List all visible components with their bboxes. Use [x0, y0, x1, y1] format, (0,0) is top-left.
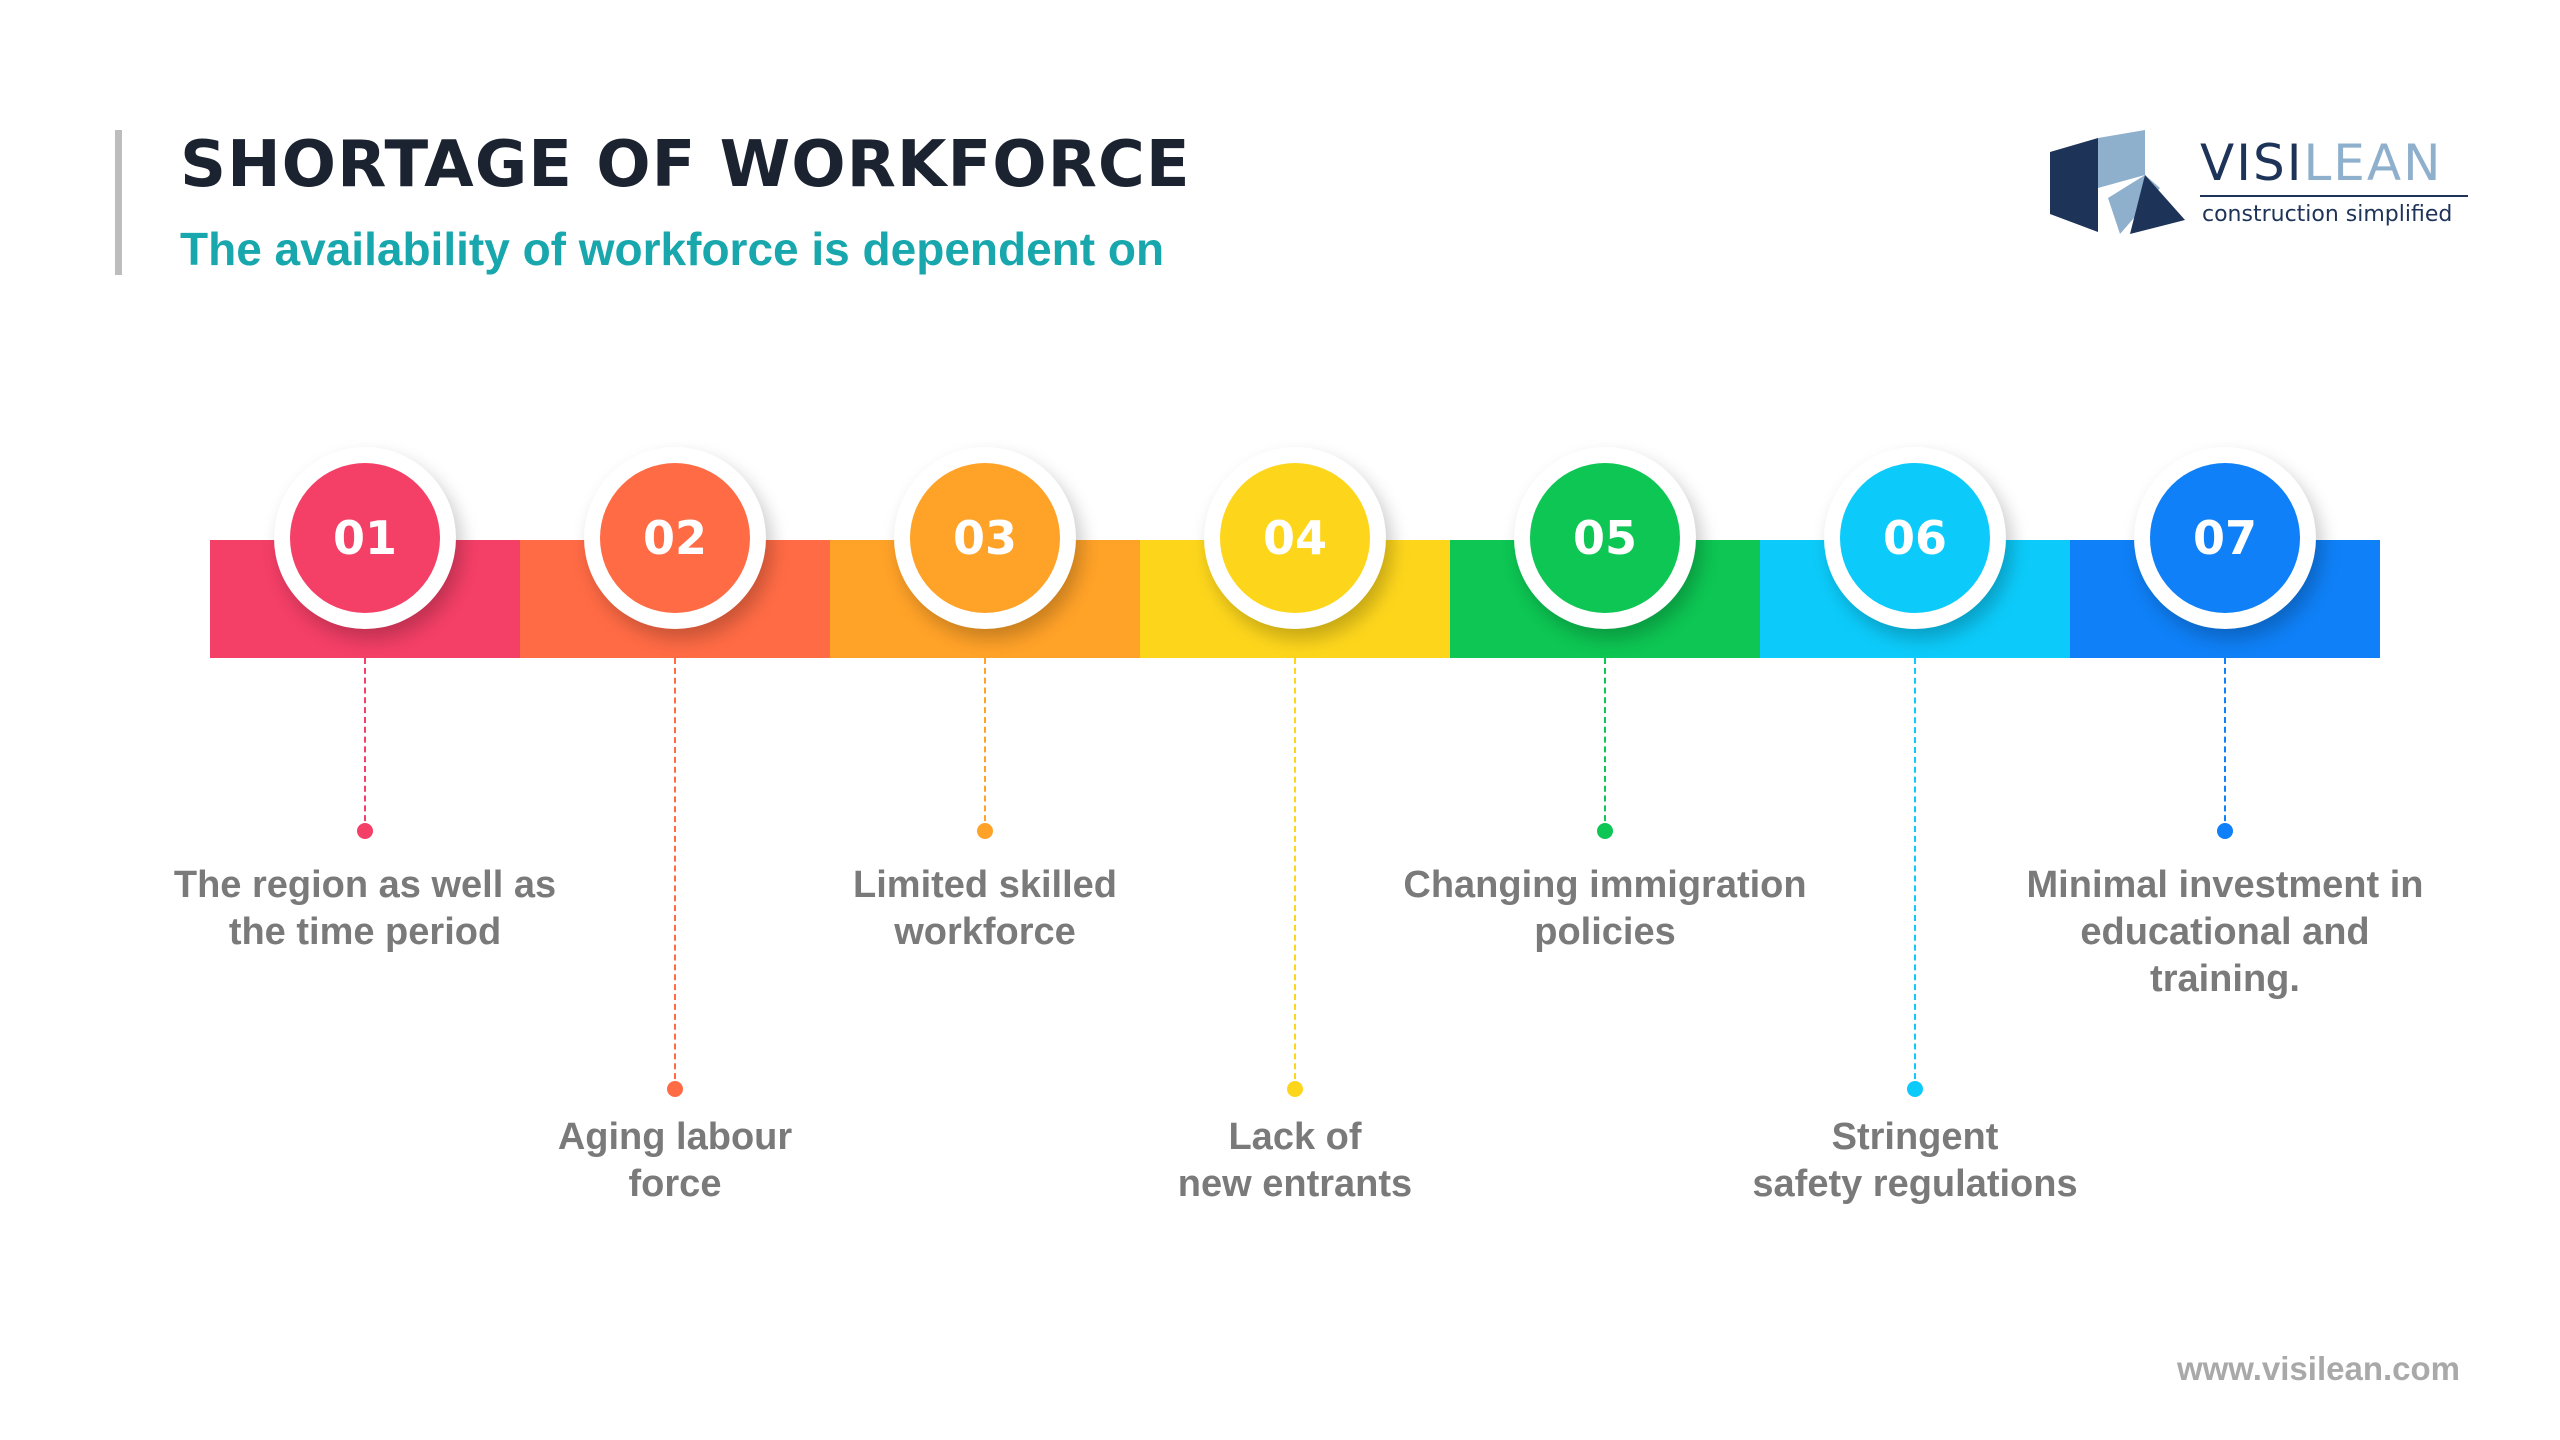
logo-divider — [2200, 195, 2468, 197]
step-connector-line — [2224, 658, 2226, 831]
step-circle: 01 — [274, 447, 456, 629]
step-connector-line — [1604, 658, 1606, 831]
step-label: Stringent safety regulations — [1752, 1116, 2078, 1205]
step-label: Aging labour force — [557, 1116, 793, 1205]
title-accent-bar — [115, 130, 122, 275]
step-dot — [977, 823, 993, 839]
step-number: 03 — [910, 463, 1060, 613]
step-label: Limited skilled workforce — [853, 864, 1117, 953]
step-label: Minimal investment in educational and tr… — [2026, 864, 2424, 1000]
step-label: Lack of new entrants — [1177, 1116, 1413, 1205]
step-number: 01 — [290, 463, 440, 613]
step-circle: 04 — [1204, 447, 1386, 629]
step-dot — [2217, 823, 2233, 839]
step-circle: 03 — [894, 447, 1076, 629]
step-connector-line — [364, 658, 366, 831]
page-subtitle: The availability of workforce is depende… — [180, 223, 1165, 275]
step-connector-line — [984, 658, 986, 831]
step-dot — [1597, 823, 1613, 839]
step-circle: 02 — [584, 447, 766, 629]
logo-tagline: construction simplified — [2202, 202, 2453, 227]
step-number: 06 — [1840, 463, 1990, 613]
step-number: 02 — [600, 463, 750, 613]
step-dot — [667, 1081, 683, 1097]
website-url: www.visilean.com — [2176, 1350, 2460, 1387]
step-circle: 06 — [1824, 447, 2006, 629]
step-number: 07 — [2150, 463, 2300, 613]
step-circle: 07 — [2134, 447, 2316, 629]
step-dot — [1907, 1081, 1923, 1097]
step-label: Changing immigration policies — [1403, 864, 1807, 953]
logo-wordmark-lean: LEAN — [2303, 134, 2443, 192]
visilean-logo-mark-icon — [2050, 130, 2185, 234]
logo-wordmark: VISILEAN — [2200, 134, 2443, 192]
step-circle: 05 — [1514, 447, 1696, 629]
step-connector-line — [1294, 658, 1296, 1089]
step-number: 04 — [1220, 463, 1370, 613]
step-dot — [357, 823, 373, 839]
step-connector-line — [1914, 658, 1916, 1089]
step-dot — [1287, 1081, 1303, 1097]
visilean-logo: VISILEAN construction simplified — [2050, 130, 2470, 240]
page-title: SHORTAGE OF WORKFORCE — [180, 128, 1191, 202]
logo-wordmark-visi: VISI — [2200, 134, 2304, 192]
step-number: 05 — [1530, 463, 1680, 613]
step-connector-line — [674, 658, 676, 1089]
step-label: The region as well as the time period — [173, 864, 557, 953]
